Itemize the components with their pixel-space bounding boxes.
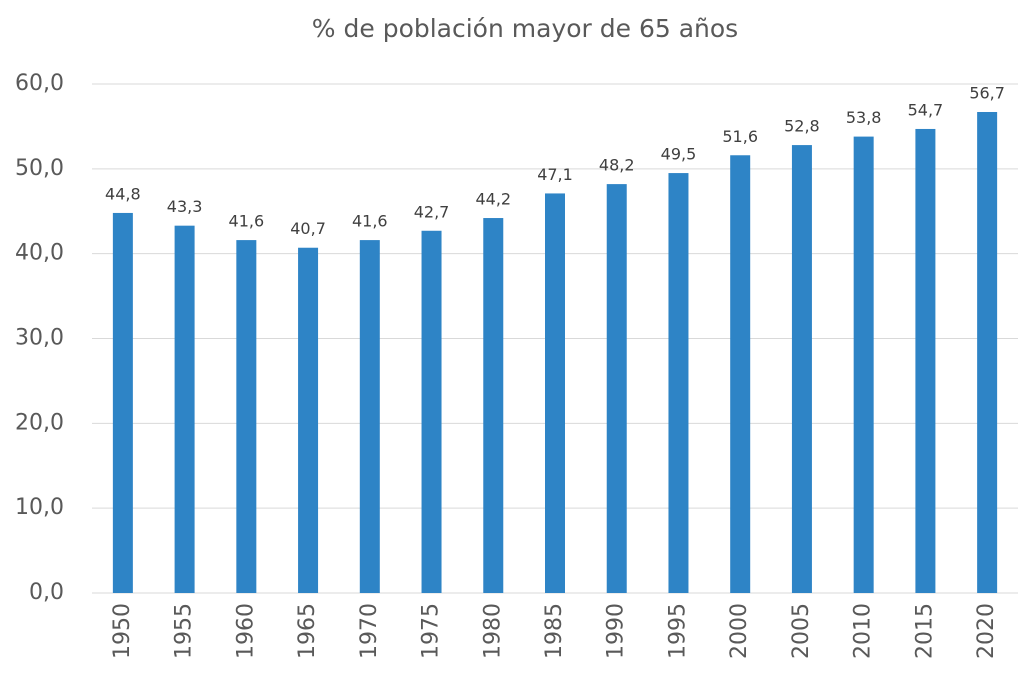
value-label: 40,7	[290, 219, 326, 238]
y-tick-label: 30,0	[15, 326, 64, 351]
value-label: 41,6	[352, 212, 388, 231]
bar	[853, 136, 874, 593]
x-tick-label: 1955	[172, 603, 197, 659]
bar	[791, 145, 812, 593]
bar	[545, 193, 565, 593]
bar	[359, 240, 380, 594]
bar	[977, 111, 998, 594]
bar	[668, 173, 689, 593]
x-tick-label: 1985	[542, 603, 567, 659]
x-tick-label: 1975	[419, 603, 444, 659]
bar	[730, 155, 751, 593]
x-tick-label: 1965	[295, 603, 320, 659]
y-tick-label: 60,0	[15, 71, 64, 96]
x-tick-label: 2015	[912, 603, 937, 659]
x-tick-label: 1990	[604, 603, 629, 659]
value-label: 44,8	[105, 184, 141, 203]
value-label: 41,6	[229, 212, 265, 231]
y-tick-label: 10,0	[15, 495, 64, 520]
value-label: 56,7	[969, 83, 1005, 102]
x-tick-label: 1995	[665, 603, 690, 659]
x-tick-label: 1970	[357, 603, 382, 659]
value-label: 48,2	[599, 156, 635, 175]
x-tick-label: 2010	[851, 603, 876, 659]
value-label: 49,5	[661, 145, 697, 164]
value-label: 51,6	[722, 127, 758, 146]
y-tick-label: 40,0	[15, 241, 64, 266]
x-tick-label: 1980	[480, 603, 505, 659]
value-label: 47,1	[537, 165, 573, 184]
y-tick-label: 0,0	[29, 580, 64, 605]
bar	[915, 128, 936, 593]
x-tick-label: 1950	[110, 603, 135, 659]
value-label: 44,2	[475, 190, 511, 209]
x-tick-label: 1960	[233, 603, 258, 659]
bar	[298, 247, 319, 593]
x-tick-label: 2000	[727, 603, 752, 659]
value-label: 52,8	[784, 117, 820, 136]
y-tick-label: 50,0	[15, 156, 64, 181]
y-tick-label: 20,0	[15, 410, 64, 435]
bar	[236, 240, 257, 594]
bar	[174, 225, 195, 593]
chart-title: % de población mayor de 65 años	[312, 14, 738, 43]
value-label: 53,8	[846, 108, 882, 127]
value-label: 42,7	[414, 202, 450, 221]
bar	[606, 184, 627, 593]
bar	[483, 218, 504, 593]
x-tick-label: 2005	[789, 603, 814, 659]
value-label: 54,7	[908, 100, 944, 119]
bar	[421, 230, 442, 594]
bar	[112, 212, 133, 594]
value-label: 43,3	[167, 197, 203, 216]
x-tick-label: 2020	[974, 603, 999, 659]
